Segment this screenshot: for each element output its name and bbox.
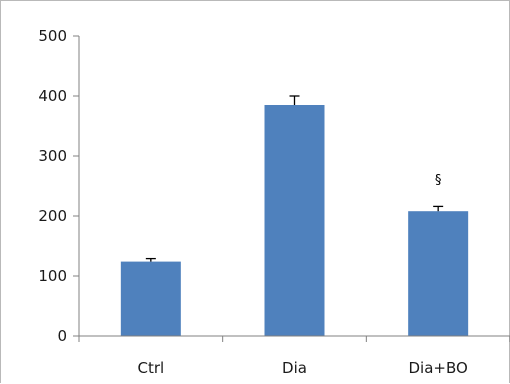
bars [120, 105, 469, 336]
bar-ctrl [120, 261, 181, 336]
annotations: § [434, 173, 442, 188]
error-bars [145, 95, 444, 262]
bar-dia [264, 105, 325, 336]
y-tick-label: 0 [57, 327, 67, 345]
bar-dia-bo [408, 211, 469, 336]
x-tick-label: Dia+BO [409, 359, 468, 377]
x-axis-ticks: Ctrl Dia Dia+BO [78, 336, 510, 377]
x-tick-label: Dia [282, 359, 307, 377]
y-tick-label: 100 [38, 267, 67, 285]
x-tick-label: Ctrl [137, 359, 164, 377]
y-tick-label: 500 [38, 27, 67, 45]
y-axis-ticks: 0 100 200 300 400 500 [38, 27, 79, 345]
y-tick-label: 300 [38, 147, 67, 165]
significance-marker: § [434, 173, 442, 188]
y-tick-label: 200 [38, 207, 67, 225]
y-tick-label: 400 [38, 87, 67, 105]
